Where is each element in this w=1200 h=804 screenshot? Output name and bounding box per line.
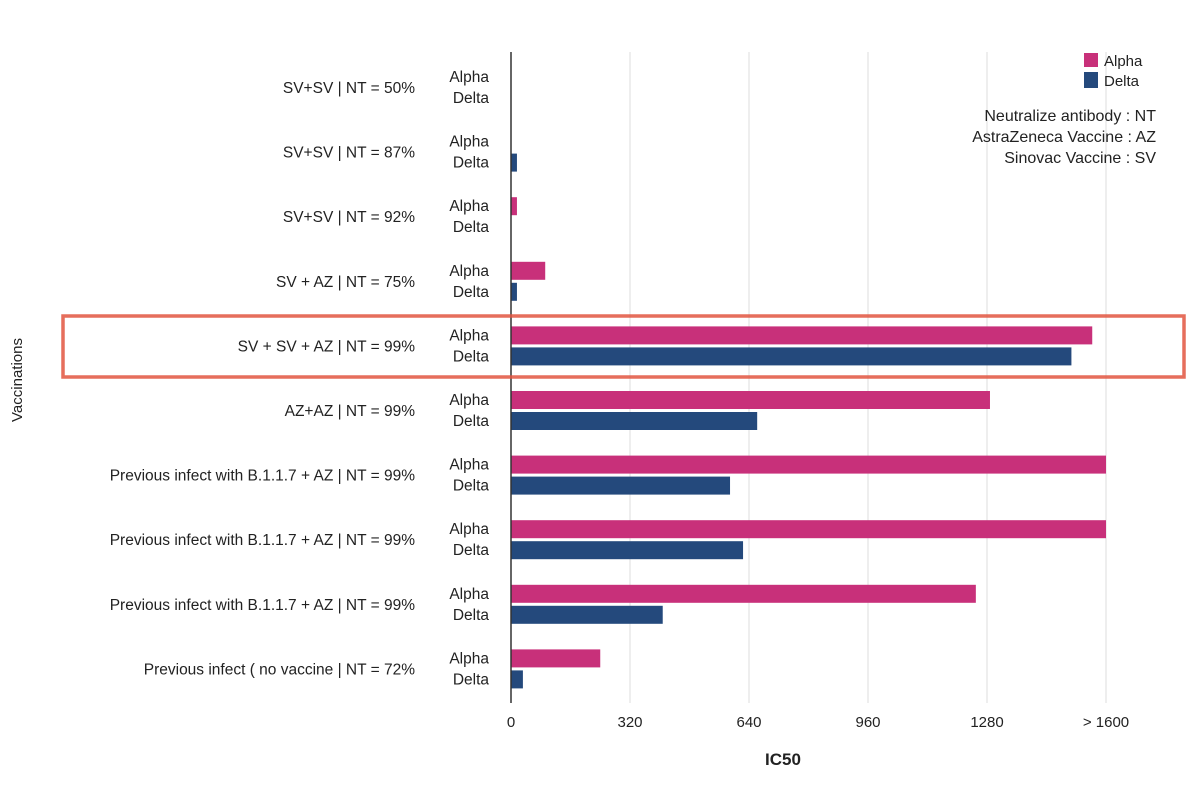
category-label: SV+SV | NT = 87% [283, 145, 415, 162]
x-axis-label: IC50 [765, 750, 801, 769]
bar-delta [511, 476, 731, 495]
series-label-alpha: Alpha [449, 457, 489, 474]
y-axis-label: Vaccinations [9, 338, 26, 422]
legend: Alpha Delta Neutralize antibody : NT Ast… [972, 53, 1156, 167]
legend-label-delta: Delta [1104, 73, 1140, 90]
series-label-alpha: Alpha [449, 521, 489, 538]
category-label: SV + SV + AZ | NT = 99% [238, 338, 416, 355]
bar-delta [511, 670, 523, 689]
category-label: Previous infect with B.1.1.7 + AZ | NT =… [110, 597, 415, 614]
x-tick-label: > 1600 [1083, 714, 1129, 731]
series-label-alpha: Alpha [449, 198, 489, 215]
series-label-alpha: Alpha [449, 586, 489, 603]
category-label: SV+SV | NT = 50% [283, 80, 415, 97]
x-tick-label: 0 [507, 714, 515, 731]
bar-alpha [511, 261, 546, 280]
bar-delta [511, 605, 663, 624]
category-label: Previous infect ( no vaccine | NT = 72% [144, 661, 415, 678]
bar-alpha [511, 455, 1106, 474]
category-labels: SV+SV | NT = 50% Alpha Delta SV+SV | NT = 8… [110, 69, 490, 688]
bar-alpha [511, 649, 601, 668]
series-label-alpha: Alpha [449, 392, 489, 409]
legend-swatch-delta [1084, 72, 1098, 88]
legend-label-alpha: Alpha [1104, 53, 1143, 70]
series-label-alpha: Alpha [449, 69, 489, 86]
bar-delta [511, 347, 1072, 366]
bar-alpha [511, 197, 517, 216]
annotation-nt: Neutralize antibody : NT [984, 108, 1156, 125]
x-tick-labels: 0 320 640 960 1280 > 1600 [507, 714, 1129, 731]
series-label-alpha: Alpha [449, 263, 489, 280]
series-label-delta: Delta [453, 671, 490, 688]
series-label-alpha: Alpha [449, 134, 489, 151]
series-label-alpha: Alpha [449, 650, 489, 667]
category-label: SV+SV | NT = 92% [283, 209, 415, 226]
bar-delta [511, 153, 517, 172]
bar-alpha [511, 326, 1093, 345]
bar-delta [511, 412, 758, 430]
bar-alpha [511, 520, 1106, 539]
bar-delta [511, 541, 744, 560]
bar-alpha [511, 584, 976, 603]
series-label-delta: Delta [453, 219, 490, 236]
highlight-box [61, 314, 1186, 379]
series-label-delta: Delta [453, 607, 490, 624]
series-label-delta: Delta [453, 284, 490, 301]
bar-alpha [511, 391, 990, 409]
legend-swatch-alpha [1084, 53, 1098, 67]
series-label-delta: Delta [453, 413, 490, 430]
series-label-delta: Delta [453, 348, 490, 365]
series-label-delta: Delta [453, 478, 490, 495]
x-tick-label: 640 [736, 714, 761, 731]
series-label-delta: Delta [453, 542, 490, 559]
annotation-sv: Sinovac Vaccine : SV [1004, 150, 1156, 167]
x-tick-label: 960 [855, 714, 880, 731]
series-label-alpha: Alpha [449, 327, 489, 344]
category-label: SV + AZ | NT = 75% [276, 274, 415, 291]
series-label-delta: Delta [453, 90, 490, 107]
bars [511, 153, 1106, 689]
annotation-az: AstraZeneca Vaccine : AZ [972, 129, 1156, 146]
bar-delta [511, 282, 517, 301]
x-tick-label: 1280 [970, 714, 1003, 731]
category-label: Previous infect with B.1.1.7 + AZ | NT =… [110, 468, 415, 485]
category-label: Previous infect with B.1.1.7 + AZ | NT =… [110, 532, 415, 549]
x-tick-label: 320 [617, 714, 642, 731]
series-label-delta: Delta [453, 155, 490, 172]
category-label: AZ+AZ | NT = 99% [285, 403, 416, 420]
